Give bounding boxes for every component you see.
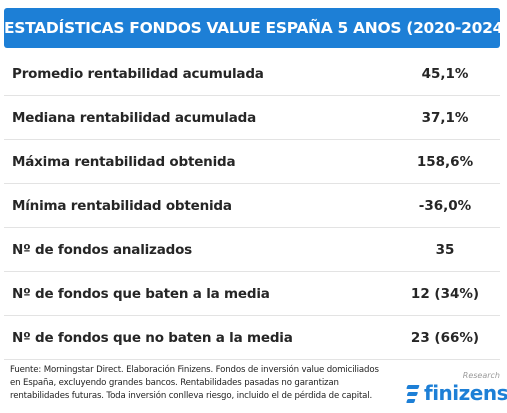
table-row: Máxima rentabilidad obtenida 158,6% bbox=[4, 140, 500, 184]
row-label: Nº de fondos analizados bbox=[12, 241, 192, 258]
table-row: Mediana rentabilidad acumulada 37,1% bbox=[4, 96, 500, 140]
row-value: 23 (66%) bbox=[410, 329, 480, 346]
logo: Research finizens bbox=[404, 371, 507, 407]
logo-name: finizens bbox=[424, 381, 507, 405]
row-label: Nº de fondos que no baten a la media bbox=[12, 329, 293, 346]
footnote: Fuente: Morningstar Direct. Elaboración … bbox=[10, 364, 410, 403]
footnote-line: en España, excluyendo grandes bancos. Re… bbox=[10, 378, 339, 388]
table-row: Nº de fondos que no baten a la media 23 (… bbox=[4, 316, 500, 360]
row-value: 158,6% bbox=[416, 153, 474, 170]
row-label: Mediana rentabilidad acumulada bbox=[12, 109, 256, 126]
table-row: Promedio rentabilidad acumulada 45,1% bbox=[4, 52, 500, 96]
row-label: Nº de fondos que baten a la media bbox=[12, 285, 270, 302]
footnote-line: Fuente: Morningstar Direct. Elaboración … bbox=[10, 365, 379, 375]
row-value: 37,1% bbox=[421, 109, 469, 126]
table-row: Nº de fondos que baten a la media 12 (34%… bbox=[4, 272, 500, 316]
logo-icon bbox=[406, 385, 420, 403]
stats-table: Promedio rentabilidad acumulada 45,1% Medi… bbox=[4, 52, 500, 360]
table-row: Mínima rentabilidad obtenida -36,0% bbox=[4, 184, 500, 228]
row-label: Máxima rentabilidad obtenida bbox=[12, 153, 236, 170]
row-label: Mínima rentabilidad obtenida bbox=[12, 197, 232, 214]
row-value: 35 bbox=[435, 241, 455, 258]
table-row: Nº de fondos analizados 35 bbox=[4, 228, 500, 272]
row-value: 12 (34%) bbox=[410, 285, 480, 302]
row-label: Promedio rentabilidad acumulada bbox=[12, 65, 264, 82]
title-bar: ESTADÍSTICAS FONDOS VALUE ESPAÑA 5 ANOS … bbox=[4, 8, 507, 48]
row-value: -36,0% bbox=[418, 197, 472, 214]
row-value: 45,1% bbox=[421, 65, 469, 82]
footnote-line: rentabilidades futuras. Toda inversión c… bbox=[10, 391, 373, 401]
logo-tag: Research bbox=[462, 371, 500, 380]
